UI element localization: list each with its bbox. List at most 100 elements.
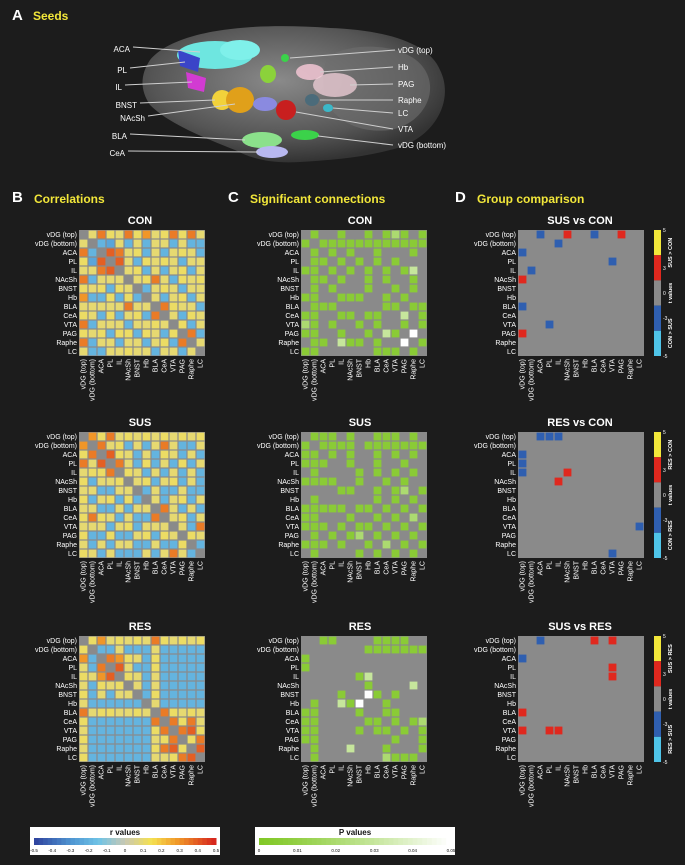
heatmap-cell (124, 744, 133, 753)
row-label-aca: ACA (63, 250, 78, 257)
col-label-raphe: Raphe (188, 561, 195, 582)
col-label-vta: VTA (609, 359, 616, 372)
col-label-nacsh: NAcSh (347, 765, 354, 787)
col-label-raphe: Raphe (410, 561, 417, 582)
heatmap-cell (115, 302, 124, 311)
legend-r-swatch (125, 838, 131, 845)
heatmap-cell (346, 744, 355, 753)
heatmap-cell (97, 504, 106, 513)
heatmap-cell (310, 735, 319, 744)
heatmap-cell (79, 302, 88, 311)
heatmap-cell (196, 672, 205, 681)
col-label-lc: LC (197, 765, 204, 774)
heatmap-cell (187, 726, 196, 735)
heatmap-cell (169, 717, 178, 726)
t-scale-tick: 3 (663, 468, 666, 474)
heatmap-cell (310, 230, 319, 239)
col-label-cea: CeA (383, 765, 390, 779)
heatmap-cell (301, 459, 310, 468)
heatmap-cell (301, 513, 310, 522)
heatmap-cell (373, 432, 382, 441)
seed-aca-2 (220, 40, 260, 60)
heatmap-cell (328, 504, 337, 513)
heatmap-cell (310, 459, 319, 468)
heatmap-cell (196, 320, 205, 329)
heatmap-cell (319, 540, 328, 549)
heatmap-cell (382, 522, 391, 531)
row-label-bla: BLA (64, 710, 78, 717)
heatmap-cell (88, 257, 97, 266)
heatmap-cell (319, 504, 328, 513)
corr-title-0: CON (127, 215, 153, 227)
heatmap-cell (310, 549, 319, 558)
legend-p-swatch (436, 838, 442, 845)
t-scale-segment (654, 636, 661, 662)
row-label-aca: ACA (285, 250, 300, 257)
col-label-lc: LC (636, 359, 643, 368)
row-label-vdg-bottom: vDG (bottom) (257, 443, 299, 450)
col-label-hb: Hb (582, 561, 589, 570)
heatmap-cell (169, 450, 178, 459)
row-label-pl: PL (290, 461, 299, 468)
row-label-bla: BLA (64, 506, 78, 513)
row-label-lc: LC (290, 755, 299, 762)
heatmap-cell (151, 540, 160, 549)
heatmap-cell (178, 486, 187, 495)
t-scale-1: 5 3 0 -3 -5 RES > CON t values CON > RES (654, 430, 674, 562)
heatmap-cell (355, 338, 364, 347)
heatmap-cell (88, 275, 97, 284)
col-label-vdg-top: vDG (top) (519, 561, 526, 591)
row-label-aca: ACA (502, 250, 517, 257)
col-label-bla: BLA (152, 561, 159, 575)
heatmap-cell (151, 672, 160, 681)
heatmap-cell (97, 636, 106, 645)
row-label-il: IL (293, 268, 299, 275)
heatmap-cell (97, 699, 106, 708)
col-label-vta: VTA (392, 765, 399, 778)
heatmap-cell (160, 284, 169, 293)
heatmap-cell (133, 311, 142, 320)
heatmap-cell (310, 293, 319, 302)
row-label-pl: PL (68, 461, 77, 468)
heatmap-cell (151, 717, 160, 726)
col-label-nacsh: NAcSh (125, 765, 132, 787)
heatmap-cell (409, 284, 418, 293)
seed-label-hb: Hb (398, 63, 409, 72)
heatmap-cell (97, 735, 106, 744)
heatmap-cell (169, 504, 178, 513)
row-label-vdg-top: vDG (top) (269, 638, 299, 645)
heatmap-cell (178, 302, 187, 311)
legend-r-swatch (43, 838, 49, 845)
col-label-vdg-top: vDG (top) (302, 359, 309, 389)
row-label-vdg-bottom: vDG (bottom) (474, 647, 516, 654)
t-scale-tick: -3 (663, 722, 668, 728)
row-label-hb: Hb (290, 497, 299, 504)
heatmap-cell (124, 726, 133, 735)
heatmap-cell (301, 329, 310, 338)
heatmap-cell (169, 549, 178, 558)
row-label-nacsh: NAcSh (494, 683, 516, 690)
seed-label-vdg-bottom: vDG (bottom) (398, 141, 446, 150)
heatmap-cell (151, 645, 160, 654)
heatmap-cell (115, 459, 124, 468)
heatmap-cell (196, 540, 205, 549)
heatmap-cell (88, 540, 97, 549)
heatmap-cell (391, 717, 400, 726)
heatmap-cell (106, 753, 115, 762)
row-label-vdg-bottom: vDG (bottom) (474, 241, 516, 248)
heatmap-cell (97, 477, 106, 486)
brain-seeds-figure: ACA PL IL BNST NAcSh BLA CeA vDG (top) Hb PAG Rap… (109, 26, 446, 163)
heatmap-cell (160, 441, 169, 450)
heatmap-cell (79, 248, 88, 257)
legend-p-swatch (350, 838, 356, 845)
heatmap-cell (142, 513, 151, 522)
col-label-cea: CeA (600, 359, 607, 373)
heatmap-cell (160, 645, 169, 654)
heatmap-cell (160, 672, 169, 681)
row-label-vdg-top: vDG (top) (269, 232, 299, 239)
heatmap-cell (178, 432, 187, 441)
heatmap-cell (337, 540, 346, 549)
heatmap-cell (301, 708, 310, 717)
heatmap-cell (88, 459, 97, 468)
heatmap-cell (169, 275, 178, 284)
